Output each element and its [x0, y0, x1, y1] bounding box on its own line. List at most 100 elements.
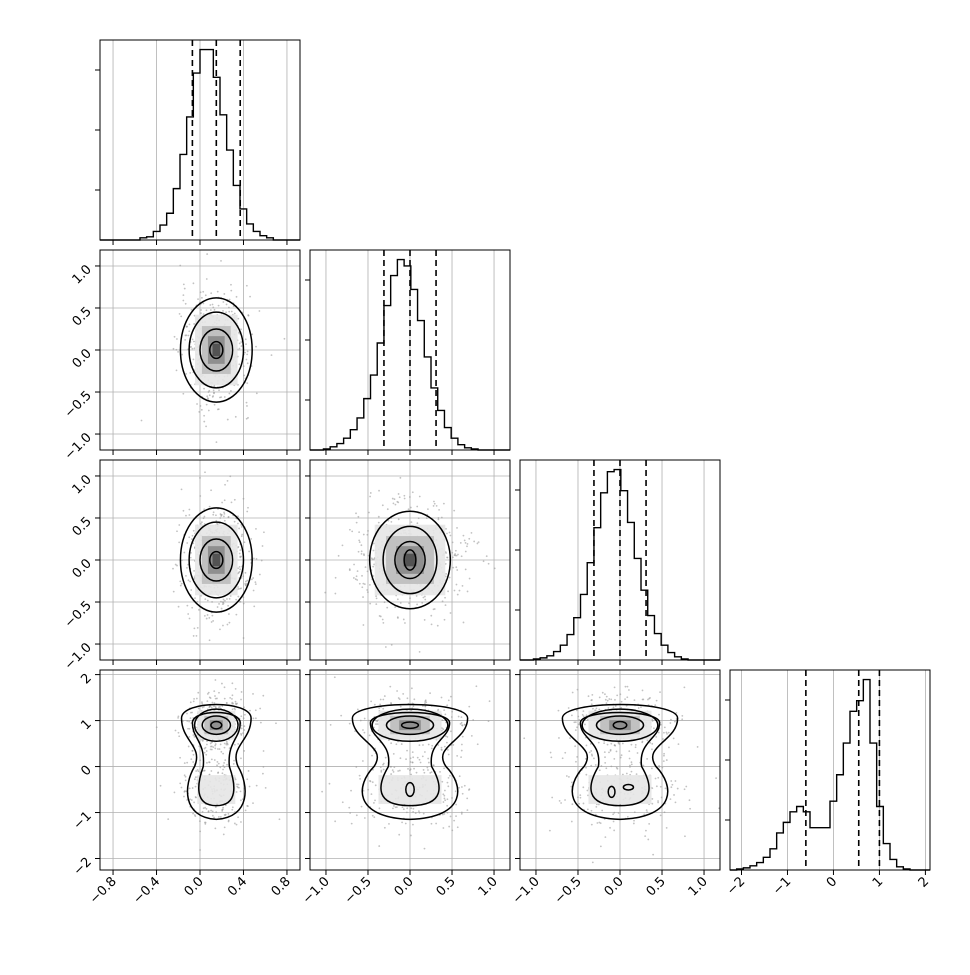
- scatter-point: [372, 549, 375, 552]
- scatter-point: [188, 508, 191, 511]
- scatter-point: [577, 723, 580, 726]
- scatter-point: [172, 590, 175, 593]
- scatter-point: [208, 639, 211, 642]
- scatter-point: [366, 570, 369, 573]
- density-contour: [622, 783, 635, 791]
- x-axis-1: −1.0 −0.5 0.0 0.5 1.0: [300, 450, 501, 907]
- scatter-point: [593, 757, 595, 760]
- scatter-point: [237, 743, 240, 745]
- scatter-point: [246, 405, 248, 407]
- scatter-point: [444, 799, 447, 802]
- scatter-point: [258, 310, 261, 312]
- y-tick-label: −0.5: [62, 388, 95, 421]
- scatter-point: [461, 724, 463, 727]
- scatter-point: [237, 545, 240, 548]
- scatter-point: [214, 747, 217, 750]
- scatter-point: [372, 575, 375, 577]
- scatter-point: [213, 702, 216, 704]
- scatter-point: [396, 500, 399, 503]
- density-contour: [188, 521, 245, 599]
- scatter-point: [423, 595, 426, 598]
- scatter-point: [409, 597, 411, 600]
- scatter-point: [429, 692, 431, 695]
- scatter-point: [184, 302, 187, 305]
- scatter-point: [348, 806, 351, 809]
- scatter-point: [237, 317, 240, 320]
- scatter-point: [231, 806, 234, 809]
- scatter-point: [654, 704, 657, 707]
- scatter-point: [220, 607, 223, 610]
- scatter-point: [198, 411, 201, 413]
- scatter-point: [442, 801, 445, 803]
- scatter-point: [445, 572, 448, 575]
- scatter-point: [192, 734, 195, 736]
- scatter-point: [212, 513, 215, 516]
- scatter-point: [403, 497, 406, 500]
- density-contour: [180, 703, 252, 821]
- scatter-point: [597, 803, 600, 806]
- scatter-point: [399, 757, 402, 760]
- scatter-point: [444, 735, 447, 738]
- scatter-point: [449, 730, 452, 733]
- scatter-point: [229, 475, 232, 478]
- scatter-point: [349, 812, 352, 814]
- scatter-point: [364, 566, 367, 569]
- scatter-point: [230, 310, 233, 313]
- scatter-point: [640, 706, 642, 709]
- density-block: [212, 553, 221, 567]
- scatter-point: [610, 698, 613, 701]
- scatter-point: [172, 347, 175, 350]
- scatter-point: [202, 517, 205, 520]
- scatter-point: [220, 750, 223, 753]
- scatter-point: [404, 622, 406, 624]
- scatter-point: [558, 737, 560, 739]
- scatter-point: [445, 527, 447, 530]
- scatter-point: [605, 702, 608, 705]
- scatter-point: [355, 766, 358, 768]
- scatter-point: [564, 751, 567, 754]
- scatter-point: [226, 598, 228, 600]
- scatter-point: [237, 515, 239, 518]
- scatter-point: [470, 734, 473, 737]
- scatter-point: [398, 496, 401, 499]
- scatter-point: [409, 506, 412, 509]
- scatter-point: [689, 807, 692, 810]
- scatter-point: [254, 717, 257, 720]
- scatter-point: [590, 809, 593, 812]
- density-contour: [179, 507, 253, 613]
- density-panel-1-2: [309, 459, 511, 661]
- density-contour: [403, 549, 417, 571]
- scatter-point: [187, 579, 190, 582]
- x-tick-label: −1.0: [510, 874, 543, 907]
- scatter-point: [402, 618, 405, 621]
- scatter-point: [374, 784, 377, 787]
- scatter-point: [454, 549, 457, 552]
- scatter-point: [582, 710, 585, 713]
- scatter-point: [223, 686, 226, 689]
- scatter-point: [417, 517, 420, 520]
- scatter-point: [245, 358, 248, 361]
- scatter-point: [460, 756, 462, 759]
- scatter-point: [683, 788, 686, 791]
- scatter-point: [201, 296, 203, 299]
- density-contour: [385, 715, 435, 736]
- scatter-point: [238, 786, 240, 789]
- scatter-point: [379, 703, 382, 706]
- scatter-point: [397, 518, 400, 521]
- scatter-point: [199, 849, 201, 851]
- scatter-point: [372, 768, 374, 771]
- scatter-point: [424, 702, 426, 705]
- scatter-point: [374, 799, 376, 802]
- y-tick-label: −1.0: [62, 430, 95, 463]
- scatter-point: [422, 812, 425, 815]
- scatter-point: [570, 820, 573, 823]
- scatter-point: [575, 709, 578, 712]
- scatter-point: [214, 705, 217, 708]
- density-contour: [199, 328, 234, 372]
- scatter-point: [240, 328, 242, 331]
- scatter-point: [643, 813, 646, 816]
- scatter-point: [209, 745, 212, 748]
- scatter-point: [571, 691, 574, 694]
- scatter-point: [174, 729, 177, 732]
- x-tick-label: 0.0: [392, 874, 417, 899]
